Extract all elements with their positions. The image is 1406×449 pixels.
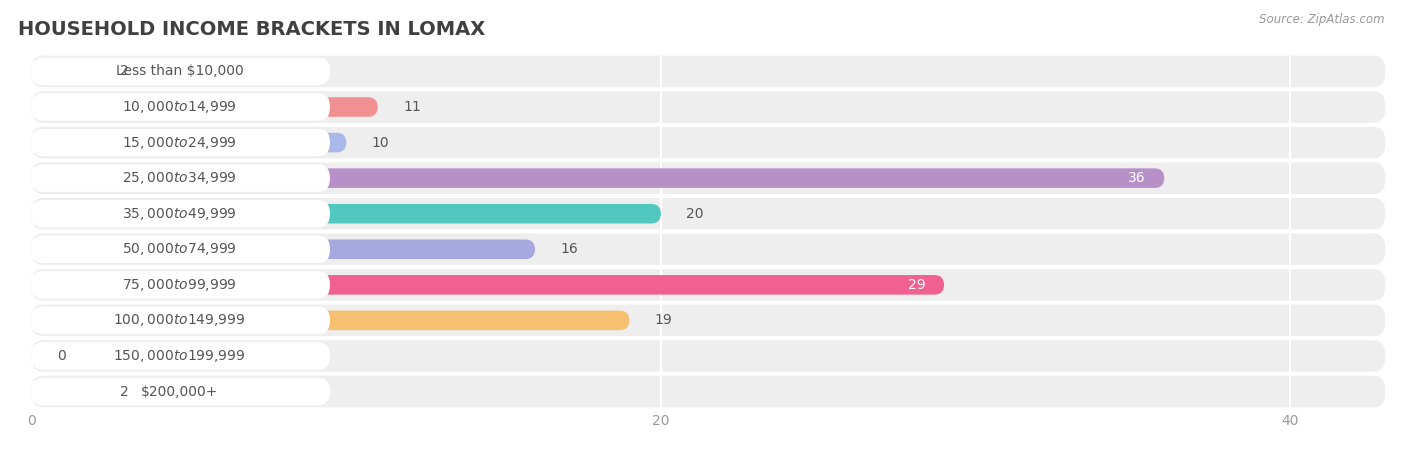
Text: 20: 20 bbox=[686, 207, 703, 221]
FancyBboxPatch shape bbox=[32, 62, 94, 81]
FancyBboxPatch shape bbox=[32, 168, 1164, 188]
FancyBboxPatch shape bbox=[31, 340, 1385, 372]
FancyBboxPatch shape bbox=[31, 376, 1385, 407]
Text: $75,000 to $99,999: $75,000 to $99,999 bbox=[122, 277, 238, 293]
FancyBboxPatch shape bbox=[32, 382, 94, 401]
Text: $50,000 to $74,999: $50,000 to $74,999 bbox=[122, 241, 238, 257]
FancyBboxPatch shape bbox=[31, 129, 330, 156]
FancyBboxPatch shape bbox=[31, 342, 330, 370]
Text: 19: 19 bbox=[655, 313, 672, 327]
FancyBboxPatch shape bbox=[32, 97, 378, 117]
Text: Less than $10,000: Less than $10,000 bbox=[115, 65, 243, 79]
FancyBboxPatch shape bbox=[31, 93, 330, 121]
FancyBboxPatch shape bbox=[32, 311, 630, 330]
FancyBboxPatch shape bbox=[31, 269, 1385, 301]
Text: $25,000 to $34,999: $25,000 to $34,999 bbox=[122, 170, 238, 186]
FancyBboxPatch shape bbox=[31, 91, 1385, 123]
Text: $15,000 to $24,999: $15,000 to $24,999 bbox=[122, 135, 238, 150]
FancyBboxPatch shape bbox=[31, 200, 330, 227]
FancyBboxPatch shape bbox=[31, 271, 330, 299]
Text: 2: 2 bbox=[120, 65, 128, 79]
Text: 2: 2 bbox=[120, 384, 128, 399]
FancyBboxPatch shape bbox=[31, 233, 1385, 265]
Text: $150,000 to $199,999: $150,000 to $199,999 bbox=[114, 348, 246, 364]
Text: Source: ZipAtlas.com: Source: ZipAtlas.com bbox=[1260, 13, 1385, 26]
Text: $35,000 to $49,999: $35,000 to $49,999 bbox=[122, 206, 238, 222]
FancyBboxPatch shape bbox=[32, 275, 945, 295]
FancyBboxPatch shape bbox=[31, 127, 1385, 158]
Text: $100,000 to $149,999: $100,000 to $149,999 bbox=[114, 313, 246, 328]
FancyBboxPatch shape bbox=[31, 58, 330, 85]
FancyBboxPatch shape bbox=[32, 133, 346, 152]
Text: $200,000+: $200,000+ bbox=[141, 384, 218, 399]
FancyBboxPatch shape bbox=[31, 56, 1385, 87]
FancyBboxPatch shape bbox=[31, 304, 1385, 336]
FancyBboxPatch shape bbox=[32, 204, 661, 224]
Text: HOUSEHOLD INCOME BRACKETS IN LOMAX: HOUSEHOLD INCOME BRACKETS IN LOMAX bbox=[18, 21, 485, 40]
FancyBboxPatch shape bbox=[31, 162, 1385, 194]
FancyBboxPatch shape bbox=[32, 239, 536, 259]
FancyBboxPatch shape bbox=[31, 307, 330, 334]
Text: 0: 0 bbox=[56, 349, 66, 363]
Text: $10,000 to $14,999: $10,000 to $14,999 bbox=[122, 99, 238, 115]
Text: 10: 10 bbox=[371, 136, 389, 150]
Text: 11: 11 bbox=[404, 100, 420, 114]
FancyBboxPatch shape bbox=[31, 378, 330, 405]
Text: 29: 29 bbox=[908, 278, 925, 292]
Text: 16: 16 bbox=[561, 242, 578, 256]
FancyBboxPatch shape bbox=[31, 164, 330, 192]
FancyBboxPatch shape bbox=[31, 236, 330, 263]
Text: 36: 36 bbox=[1128, 171, 1146, 185]
FancyBboxPatch shape bbox=[31, 198, 1385, 229]
